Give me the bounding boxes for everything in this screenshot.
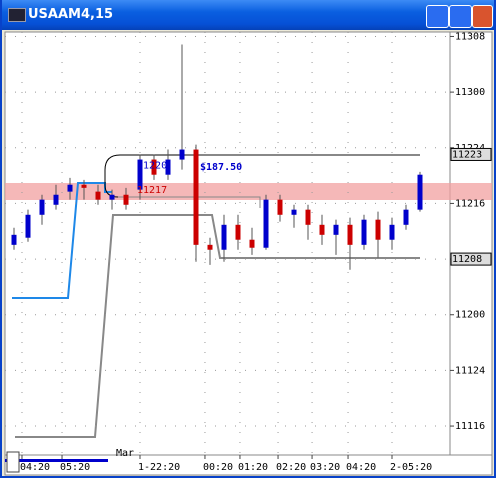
candle-body [95, 191, 101, 200]
candle-body [11, 234, 17, 245]
candle-body [25, 214, 31, 238]
candle-body [389, 224, 395, 240]
annotation: 11217 [137, 185, 167, 196]
candle-body [375, 219, 381, 240]
scroll-indicator [5, 459, 108, 462]
candle-body [403, 209, 409, 225]
x-tick-label: 01:20 [238, 462, 268, 473]
annotation: 11220 [137, 161, 167, 172]
candle-body [263, 199, 269, 248]
annotation: $187.50 [200, 162, 242, 173]
x-tick-label: 1-22:20 [138, 462, 180, 473]
x-tick-label: 02:20 [276, 462, 306, 473]
window-title: USAAM4,15 [28, 7, 114, 22]
candle-body [109, 194, 115, 200]
candle-body [165, 159, 171, 175]
annotation: 11223 [452, 149, 482, 160]
stop-line [15, 214, 420, 438]
entry-line [115, 196, 261, 208]
candle-body [67, 184, 73, 192]
y-tick-label: 11124 [455, 365, 485, 376]
y-tick-label: 11216 [455, 198, 485, 209]
plot-area [4, 31, 451, 456]
candle-body [193, 149, 199, 245]
x-tick-label: 00:20 [203, 462, 233, 473]
candle-body [417, 174, 423, 210]
candle-body [179, 149, 185, 160]
candle-body [361, 219, 367, 245]
price-box [450, 252, 492, 266]
maximize-button[interactable] [449, 5, 472, 28]
time-axis [4, 454, 493, 476]
annotation: Mar [116, 448, 134, 459]
chart: 1130811300112241121611208112001112411116… [4, 31, 493, 476]
candle-body [151, 159, 157, 175]
candle-body [39, 199, 45, 215]
candle-body [137, 159, 143, 190]
minimize-button[interactable] [426, 5, 449, 28]
candle-body [207, 244, 213, 250]
candle-body [221, 224, 227, 250]
candle-body [235, 224, 241, 240]
price-box [450, 147, 492, 161]
price-axis [449, 31, 493, 456]
candle-body [123, 194, 129, 205]
candle-body [347, 224, 353, 245]
candle-body [333, 224, 339, 235]
y-tick-label: 11200 [455, 310, 485, 321]
scroll-thumb[interactable] [6, 451, 20, 473]
candle-body [81, 184, 87, 188]
x-tick-label: 2-05:20 [390, 462, 432, 473]
x-tick-label: 04:20 [346, 462, 376, 473]
y-tick-label: 11300 [455, 87, 485, 98]
candle-body [249, 239, 255, 248]
app-icon [8, 8, 26, 22]
y-tick-label: 11116 [455, 421, 485, 432]
candle-body [291, 209, 297, 215]
x-tick-label: 03:20 [310, 462, 340, 473]
y-tick-label: 11308 [455, 31, 485, 42]
title-bar: USAAM4,15 [2, 0, 494, 30]
x-tick-label: 04:20 [20, 462, 50, 473]
close-button[interactable] [472, 5, 493, 28]
x-tick-label: 05:20 [60, 462, 90, 473]
candle-body [305, 209, 311, 225]
annotation: 11208 [452, 254, 482, 265]
candle-body [53, 194, 59, 205]
candle-body [277, 199, 283, 215]
candle-body [319, 224, 325, 235]
